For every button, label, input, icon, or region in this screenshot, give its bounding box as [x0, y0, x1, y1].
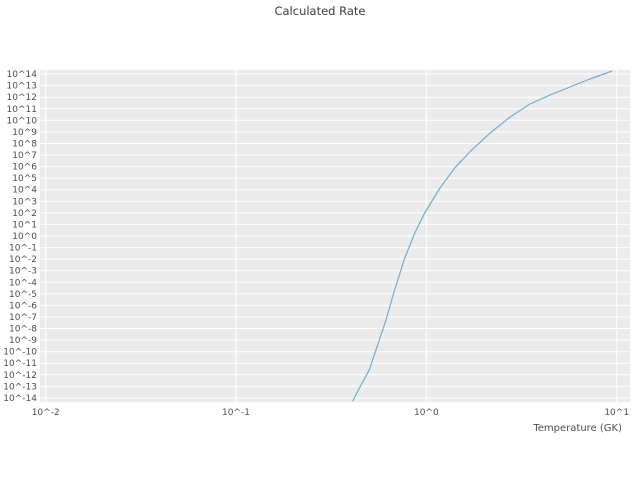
- y-tick-label: 10^-3: [9, 267, 37, 277]
- chart-title: Calculated Rate: [274, 4, 366, 18]
- y-tick-label: 10^10: [7, 116, 38, 126]
- y-tick-label: 10^-14: [3, 394, 37, 404]
- y-tick-label: 10^1: [12, 220, 37, 230]
- x-tick-label: 10^-1: [222, 408, 250, 418]
- y-tick-label: 10^-1: [9, 244, 37, 254]
- y-tick-label: 10^-10: [3, 348, 37, 358]
- y-tick-label: 10^3: [12, 197, 37, 207]
- y-tick-label: 10^-9: [9, 336, 37, 346]
- y-tick-label: 10^7: [12, 151, 37, 161]
- y-tick-label: 10^13: [7, 82, 37, 92]
- y-tick-label: 10^-13: [3, 382, 37, 392]
- x-tick-label: 10^0: [414, 408, 439, 418]
- y-tick-label: 10^-12: [3, 371, 37, 381]
- x-axis-label: Temperature (GK): [533, 423, 622, 434]
- rate-curve: [352, 70, 613, 402]
- y-tick-label: 10^5: [12, 174, 37, 184]
- y-tick-label: 10^6: [12, 163, 37, 173]
- y-tick-label: 10^-11: [3, 359, 37, 369]
- y-tick-label: 10^4: [12, 186, 37, 196]
- y-tick-label: 10^-2: [9, 255, 37, 265]
- y-tick-label: 10^-8: [9, 325, 37, 335]
- y-tick-label: 10^0: [12, 232, 37, 242]
- y-tick-label: 10^8: [12, 140, 37, 150]
- y-tick-label: 10^-5: [9, 290, 37, 300]
- y-tick-label: 10^9: [12, 128, 37, 138]
- x-tick-label: 10^1: [604, 408, 629, 418]
- y-tick-label: 10^12: [7, 93, 37, 103]
- y-tick-label: 10^14: [7, 70, 38, 80]
- y-tick-label: 10^2: [12, 209, 37, 219]
- y-tick-label: 10^-4: [9, 278, 37, 288]
- y-tick-label: 10^-7: [9, 313, 37, 323]
- y-tick-label: 10^-6: [9, 301, 37, 311]
- y-tick-label: 10^11: [7, 105, 37, 115]
- x-tick-label: 10^-2: [32, 408, 60, 418]
